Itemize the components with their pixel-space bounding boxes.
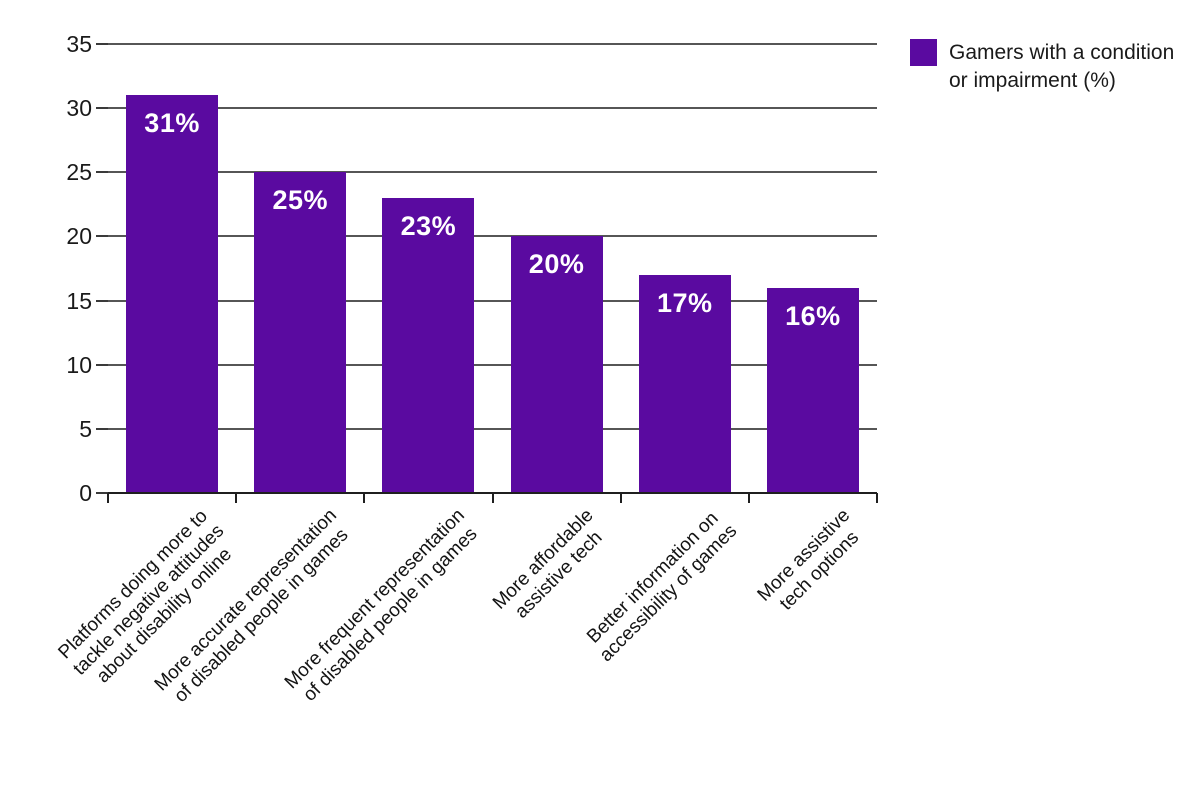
y-axis-tick	[96, 299, 108, 302]
legend-label-line2: or impairment (%)	[949, 69, 1116, 92]
y-axis-tick	[96, 235, 108, 238]
y-axis-tick-label: 5	[79, 415, 92, 442]
x-axis-tick	[619, 493, 622, 503]
x-axis-tick	[363, 493, 366, 503]
y-axis-tick-label: 35	[66, 31, 92, 57]
gridline-25	[108, 171, 877, 174]
gridline-20	[108, 235, 877, 238]
gridline-5	[108, 427, 877, 430]
x-axis-tick	[876, 493, 878, 503]
legend-label-line1: Gamers with a condition	[949, 41, 1175, 64]
x-axis-tick	[235, 493, 238, 503]
x-axis-category-label: More affordable assistive tech	[489, 505, 614, 630]
y-axis-tick	[96, 492, 108, 494]
y-axis-tick	[96, 171, 108, 174]
gridline-35	[108, 43, 877, 45]
y-axis-tick-label: 15	[66, 287, 92, 314]
x-axis-category-label-line: accessibility of games	[595, 520, 742, 667]
y-axis-tick-label: 25	[66, 159, 92, 186]
bar: 23%	[382, 197, 475, 493]
bar: 25%	[254, 172, 347, 493]
legend: Gamers with a condition or impairment (%…	[910, 39, 1174, 95]
y-axis-tick-label: 10	[66, 351, 92, 378]
bar: 16%	[766, 287, 859, 493]
y-axis-tick	[96, 427, 108, 430]
gridline-30	[108, 107, 877, 110]
gridline-10	[108, 363, 877, 366]
bar-value-label: 20%	[528, 249, 585, 280]
x-axis-tick	[107, 493, 109, 503]
y-axis-tick-label: 20	[66, 223, 92, 250]
legend-swatch	[910, 39, 937, 66]
bar-value-label: 31%	[144, 108, 200, 139]
bar-value-label: 16%	[785, 300, 841, 331]
y-axis-tick-label: 30	[66, 95, 92, 122]
y-axis-tick	[96, 43, 108, 45]
bar: 20%	[510, 236, 603, 493]
bar-value-label: 23%	[400, 210, 457, 241]
x-axis-category-label: More assistive tech options	[753, 505, 870, 622]
bar: 31%	[126, 95, 219, 493]
x-axis-tick	[491, 493, 494, 503]
y-axis-tick	[96, 363, 108, 366]
bar-value-label: 17%	[656, 287, 713, 318]
y-axis-tick	[96, 107, 108, 110]
bar: 17%	[638, 274, 731, 493]
y-axis-tick-label: 0	[79, 480, 92, 506]
bar-value-label: 25%	[272, 185, 329, 216]
gridline-15	[108, 299, 877, 302]
legend-label: Gamers with a condition or impairment (%…	[949, 39, 1174, 95]
x-axis-tick	[747, 493, 750, 503]
